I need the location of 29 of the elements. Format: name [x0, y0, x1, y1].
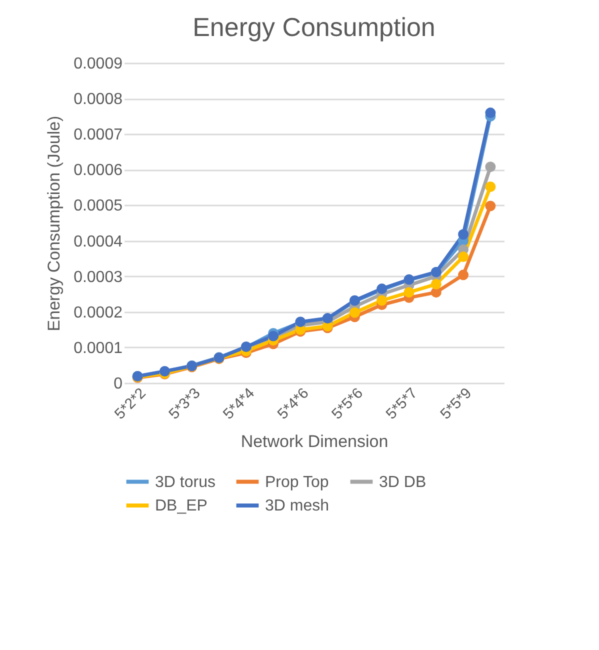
legend-label: 3D mesh	[265, 498, 330, 514]
y-tick-label: 0.0002	[74, 304, 123, 322]
point	[404, 287, 414, 298]
point	[349, 307, 360, 318]
point	[458, 229, 469, 240]
legend-label: 3D torus	[155, 474, 216, 491]
y-axis-title: Energy Consumption (Joule)	[44, 116, 64, 332]
y-tick-label: 0.0007	[74, 126, 123, 144]
legend-label: 3D DB	[379, 474, 426, 491]
point	[430, 278, 442, 290]
y-tick-label: 0.0009	[74, 56, 123, 72]
point	[376, 295, 388, 306]
y-tick-label: 0.0005	[74, 198, 123, 215]
chart-title: Energy Consumption	[192, 12, 436, 42]
point	[485, 200, 496, 212]
point	[458, 270, 469, 280]
y-tick-label: 0.0003	[74, 268, 123, 286]
legend-label: DB_EP	[155, 498, 208, 514]
point	[485, 108, 496, 118]
legend-label: Prop Top	[265, 474, 329, 491]
x-axis-title: Network Dimension	[240, 432, 388, 452]
point	[485, 182, 496, 192]
y-tick-label: 0.0008	[74, 91, 123, 108]
point	[485, 162, 496, 172]
y-tick-label: 0	[114, 376, 123, 392]
y-tick-label: 0.0001	[74, 340, 123, 357]
point	[458, 252, 469, 262]
y-tick-label: 0.0004	[74, 233, 123, 250]
y-tick-label: 0.0006	[74, 162, 123, 180]
